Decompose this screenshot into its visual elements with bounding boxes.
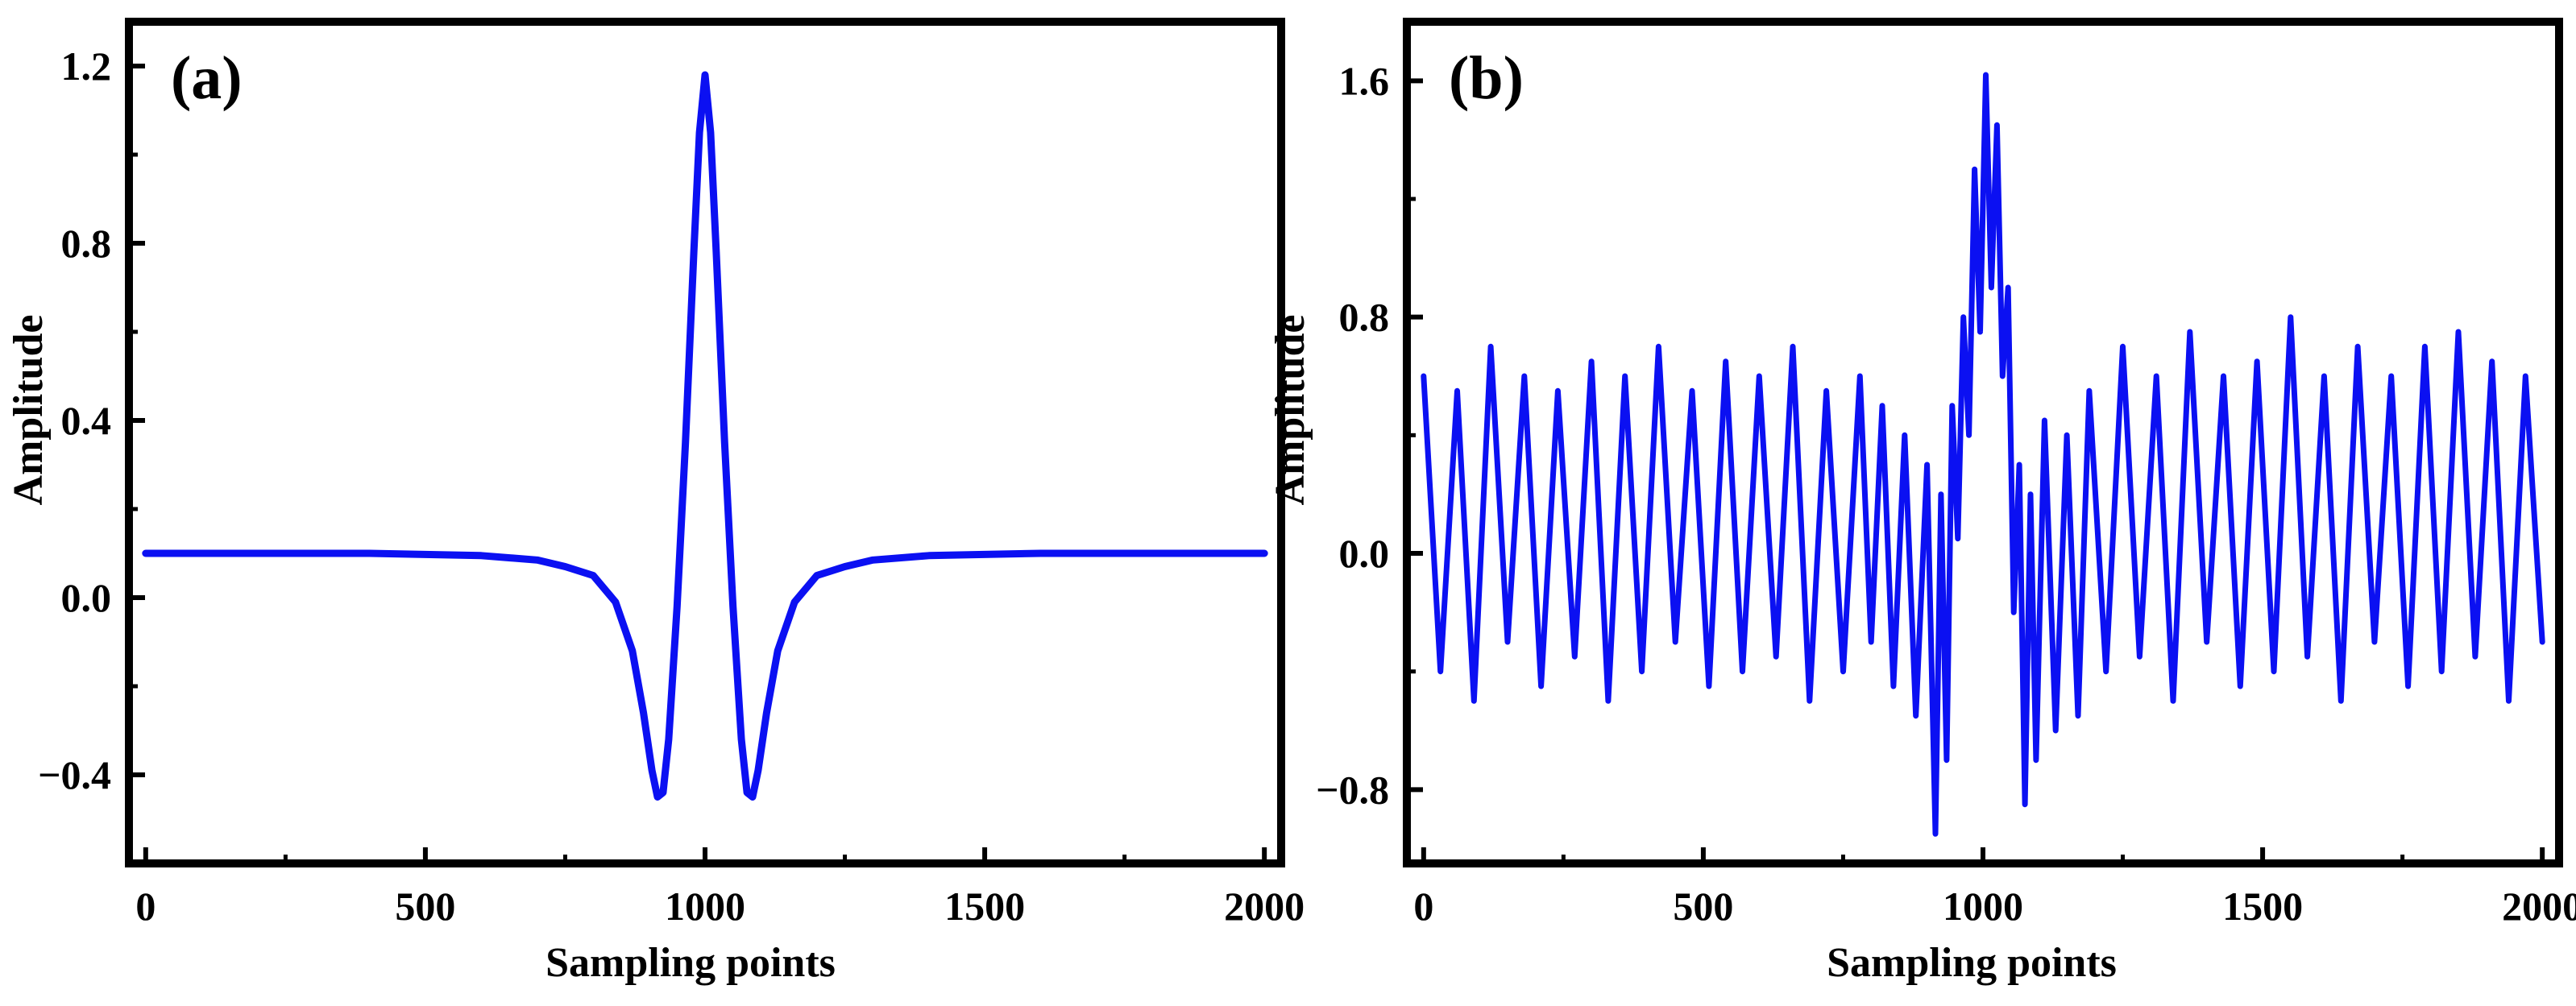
plot-area-a	[142, 71, 1268, 801]
panel-label-b: (b)	[1449, 44, 1524, 112]
y-axis-title-a: Amplitude	[6, 315, 52, 506]
y-tick-label-b-1: 0.0	[1339, 531, 1390, 576]
y-ticks-a: −0.4 0.0 0.4 0.8 1.2	[38, 43, 145, 797]
panel-a: 0 500 1000 1500 2000 −0.4 0.0 0.4 0.8 1.2 (a) Sa…	[6, 18, 1305, 986]
axes-frame-a	[125, 18, 1285, 867]
plot-area-b	[1421, 72, 2545, 837]
x-tick-label-a-0: 0	[135, 884, 156, 929]
y-ticks-b: −0.8 0.0 0.8 1.6	[1316, 58, 1423, 812]
y-tick-label-a-4: 1.2	[61, 43, 112, 89]
x-tick-label-a-2: 1000	[665, 884, 745, 929]
x-tick-label-b-1: 500	[1673, 884, 1733, 929]
y-tick-label-b-2: 0.8	[1339, 295, 1390, 340]
x-tick-label-b-3: 1500	[2222, 884, 2303, 929]
y-tick-label-b-0: −0.8	[1316, 767, 1389, 812]
y-tick-label-a-2: 0.4	[61, 398, 112, 443]
x-tick-label-a-4: 2000	[1224, 884, 1305, 929]
x-tick-label-b-4: 2000	[2502, 884, 2576, 929]
x-ticks-b: 0 500 1000 1500 2000	[1413, 847, 2576, 929]
x-axis-title-b: Sampling points	[1827, 940, 2117, 986]
x-tick-label-a-3: 1500	[944, 884, 1025, 929]
panel-label-a: (a)	[171, 44, 243, 112]
y-tick-label-a-0: −0.4	[38, 752, 111, 797]
x-tick-label-b-0: 0	[1413, 884, 1433, 929]
x-tick-label-b-2: 1000	[1943, 884, 2023, 929]
y-axis-title-b: Amplitude	[1267, 315, 1313, 506]
series-line-b-0	[1421, 72, 2545, 837]
y-tick-label-b-3: 1.6	[1339, 58, 1390, 103]
y-tick-label-a-3: 0.8	[61, 221, 112, 266]
series-line-a-0	[142, 71, 1268, 801]
panel-b: 0 500 1000 1500 2000 −0.8 0.0 0.8 1.6 (b) Sampl…	[1267, 18, 2576, 986]
x-axis-title-a: Sampling points	[545, 940, 836, 986]
x-tick-label-a-1: 500	[395, 884, 455, 929]
x-ticks-a: 0 500 1000 1500 2000	[135, 847, 1305, 929]
y-tick-label-a-1: 0.0	[61, 575, 112, 620]
